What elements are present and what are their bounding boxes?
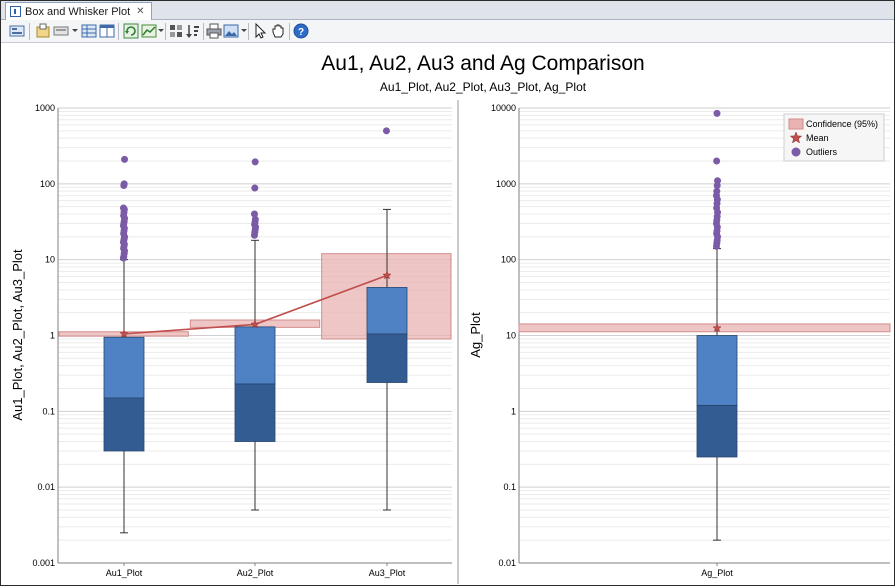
- outlier-point: [251, 184, 259, 192]
- x-tick-label: Au2_Plot: [237, 568, 274, 578]
- outlier-point: [713, 157, 721, 165]
- help-icon[interactable]: ?: [293, 23, 309, 39]
- chart-toolbar: ?: [1, 20, 894, 43]
- mean-marker: [119, 329, 129, 338]
- mean-marker: [712, 323, 722, 333]
- outlier-point: [121, 155, 129, 163]
- left-y-axis-label: Au1_Plot, Au2_Plot, Au3_Plot: [10, 249, 25, 421]
- legend-outlier-swatch: [791, 147, 801, 157]
- chart-tab-icon: [10, 6, 21, 17]
- x-tick-label: Ag_Plot: [701, 568, 733, 578]
- toolbar-separator: [203, 23, 204, 40]
- dropdown-arrow-icon[interactable]: [241, 29, 247, 32]
- toolbar-separator: [248, 23, 249, 40]
- right-plot: 0.01 0.1 1 10 100 1000 10000 Ag_Plot: [491, 103, 891, 578]
- y-tick-label: 0.01: [37, 482, 55, 492]
- legend-mean-swatch: [789, 131, 803, 144]
- y-tick-label: 100: [501, 255, 516, 265]
- refresh-icon[interactable]: [123, 23, 139, 39]
- sort-icon[interactable]: [185, 23, 201, 39]
- legend: Confidence (95%) Mean Outliers: [783, 113, 885, 162]
- outlier-point: [713, 187, 721, 195]
- tab-box-and-whisker-plot[interactable]: Box and Whisker Plot ✕: [5, 2, 152, 20]
- y-tick-label: 1000: [35, 103, 55, 113]
- grid-icon[interactable]: [81, 23, 97, 39]
- close-tab-icon[interactable]: ✕: [136, 6, 145, 17]
- outlier-point: [251, 158, 259, 166]
- pan-icon[interactable]: [270, 23, 286, 39]
- mean-marker: [382, 270, 392, 280]
- y-tick-label: 1: [50, 331, 55, 341]
- dropdown-arrow-icon[interactable]: [72, 29, 78, 32]
- export-icon[interactable]: [35, 23, 51, 39]
- right-y-axis-label: Ag_Plot: [468, 312, 483, 358]
- outlier-point: [251, 215, 259, 223]
- x-tick-label: Au3_Plot: [369, 568, 406, 578]
- toolbar-separator: [118, 23, 119, 40]
- mean-marker: [250, 319, 260, 329]
- chart-type-icon[interactable]: [141, 23, 157, 39]
- select-icon[interactable]: [252, 23, 268, 39]
- layout-icon[interactable]: [9, 23, 25, 39]
- box-upper-quartile: [103, 336, 145, 399]
- image-icon[interactable]: [223, 23, 239, 39]
- dropdown-arrow-icon[interactable]: [158, 29, 164, 32]
- y-tick-label: 10: [506, 331, 516, 341]
- tab-label: Box and Whisker Plot: [25, 5, 131, 18]
- y-tick-label: 10: [45, 255, 55, 265]
- toolbar-separator: [29, 23, 30, 40]
- legend-confidence-swatch: [788, 118, 804, 130]
- svg-text:?: ?: [298, 27, 304, 38]
- box-upper-quartile: [234, 326, 276, 385]
- outlier-point: [713, 109, 721, 117]
- copy-icon[interactable]: [53, 23, 69, 39]
- y-tick-label: 10000: [491, 103, 516, 113]
- y-tick-label: 100: [40, 179, 55, 189]
- outlier-point: [250, 210, 258, 218]
- y-tick-label: 0.001: [32, 558, 55, 568]
- outlier-point: [119, 204, 127, 212]
- legend-label: Confidence (95%): [806, 119, 878, 129]
- print-icon[interactable]: [206, 23, 222, 39]
- y-tick-label: 0.1: [503, 482, 516, 492]
- y-tick-label: 0.1: [42, 406, 55, 416]
- outlier-point: [714, 177, 722, 185]
- x-tick-label: Au1_Plot: [106, 568, 143, 578]
- confidence-band: [518, 323, 891, 333]
- y-tick-label: 1000: [496, 179, 516, 189]
- chart-subtitle: Au1_Plot, Au2_Plot, Au3_Plot, Ag_Plot: [380, 80, 587, 94]
- table-icon[interactable]: [99, 23, 115, 39]
- toolbar-separator: [289, 23, 290, 40]
- box-lower-quartile: [234, 383, 276, 442]
- box-lower-quartile: [366, 333, 408, 383]
- box-upper-quartile: [696, 335, 738, 406]
- outlier-point: [382, 127, 390, 135]
- legend-label: Outliers: [806, 147, 838, 157]
- outlier-point: [120, 180, 128, 188]
- y-tick-label: 1: [511, 406, 516, 416]
- box-lower-quartile: [103, 397, 145, 452]
- left-plot: 0.001 0.01 0.1 1 10 100 1000 Au1_Plot Au2_Plot Au…: [32, 103, 452, 578]
- box-upper-quartile: [366, 287, 408, 335]
- chart-title: Au1, Au2, Au3 and Ag Comparison: [321, 52, 644, 75]
- legend-label: Mean: [806, 133, 829, 143]
- series-icon[interactable]: [168, 23, 184, 39]
- tab-bar: Box and Whisker Plot ✕: [1, 1, 894, 20]
- y-tick-label: 0.01: [498, 558, 516, 568]
- toolbar-separator: [165, 23, 166, 40]
- box-lower-quartile: [696, 404, 738, 458]
